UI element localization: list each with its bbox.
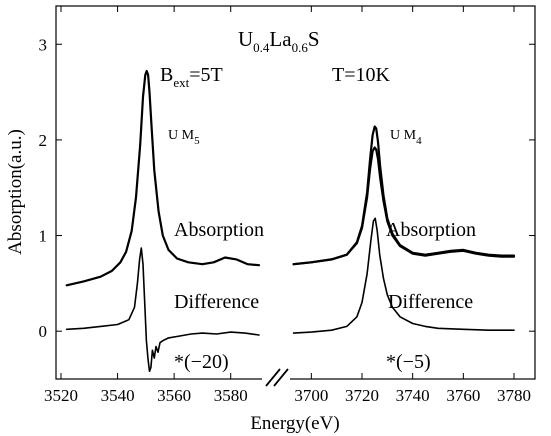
y-tick-label: 3 xyxy=(39,35,48,54)
title-mid: La xyxy=(269,27,292,51)
curve-group xyxy=(65,69,516,373)
difference-label-left: Difference xyxy=(174,291,259,313)
x-tick-label: 3580 xyxy=(214,386,248,405)
x-tick-label: 3760 xyxy=(446,386,480,405)
x-tick-label: 3720 xyxy=(345,386,379,405)
y-axis-label: Absorption(a.u.) xyxy=(5,129,26,255)
tick-group: 0 1 2 3 3520 3540 3560 3580 3700 3720 3740 3760 3780 xyxy=(39,6,535,405)
absorption-label-right: Absorption xyxy=(386,219,476,241)
y-tick-label: 0 xyxy=(39,322,48,341)
x-tick-label: 3540 xyxy=(101,386,135,405)
title-sub-2: 0.6 xyxy=(292,40,309,55)
series-line-4 xyxy=(292,146,516,266)
um5-label: U M5 xyxy=(168,128,200,147)
field-sub: ext xyxy=(173,75,189,90)
chart-title: U0.4La0.6S xyxy=(238,27,320,55)
difference-label-right: Difference xyxy=(388,291,473,313)
series-line-3 xyxy=(292,125,516,266)
title-sub-1: 0.4 xyxy=(253,40,270,55)
um4-sub: 4 xyxy=(416,135,422,147)
x-axis-label: Energy(eV) xyxy=(250,413,339,434)
series-line-1 xyxy=(65,69,261,287)
title-end: S xyxy=(308,27,320,51)
um5-sub: 5 xyxy=(194,135,200,147)
um4-label: U M4 xyxy=(390,128,422,147)
plot-frame xyxy=(55,5,536,380)
y-tick-label: 1 xyxy=(39,227,48,246)
axis-break-marker xyxy=(262,368,290,387)
series-line-2 xyxy=(65,247,260,373)
x-tick-label: 3700 xyxy=(294,386,328,405)
factor-label-left: *(−20) xyxy=(174,351,229,373)
um4-base: U M xyxy=(390,128,417,143)
temperature-annotation: T=10K xyxy=(332,64,390,86)
x-tick-label: 3520 xyxy=(44,386,78,405)
absorption-label-left: Absorption xyxy=(174,219,264,241)
x-tick-label: 3560 xyxy=(157,386,191,405)
field-rest: =5T xyxy=(189,64,223,86)
title-base: U xyxy=(238,27,253,51)
x-tick-label: 3780 xyxy=(497,386,531,405)
factor-label-right: *(−5) xyxy=(386,351,431,373)
um5-base: U M xyxy=(168,128,195,143)
series-line-5 xyxy=(292,217,515,334)
x-tick-label: 3740 xyxy=(396,386,430,405)
field-base: B xyxy=(160,64,173,86)
field-annotation: Bext=5T xyxy=(160,64,223,90)
y-tick-label: 2 xyxy=(39,131,48,150)
